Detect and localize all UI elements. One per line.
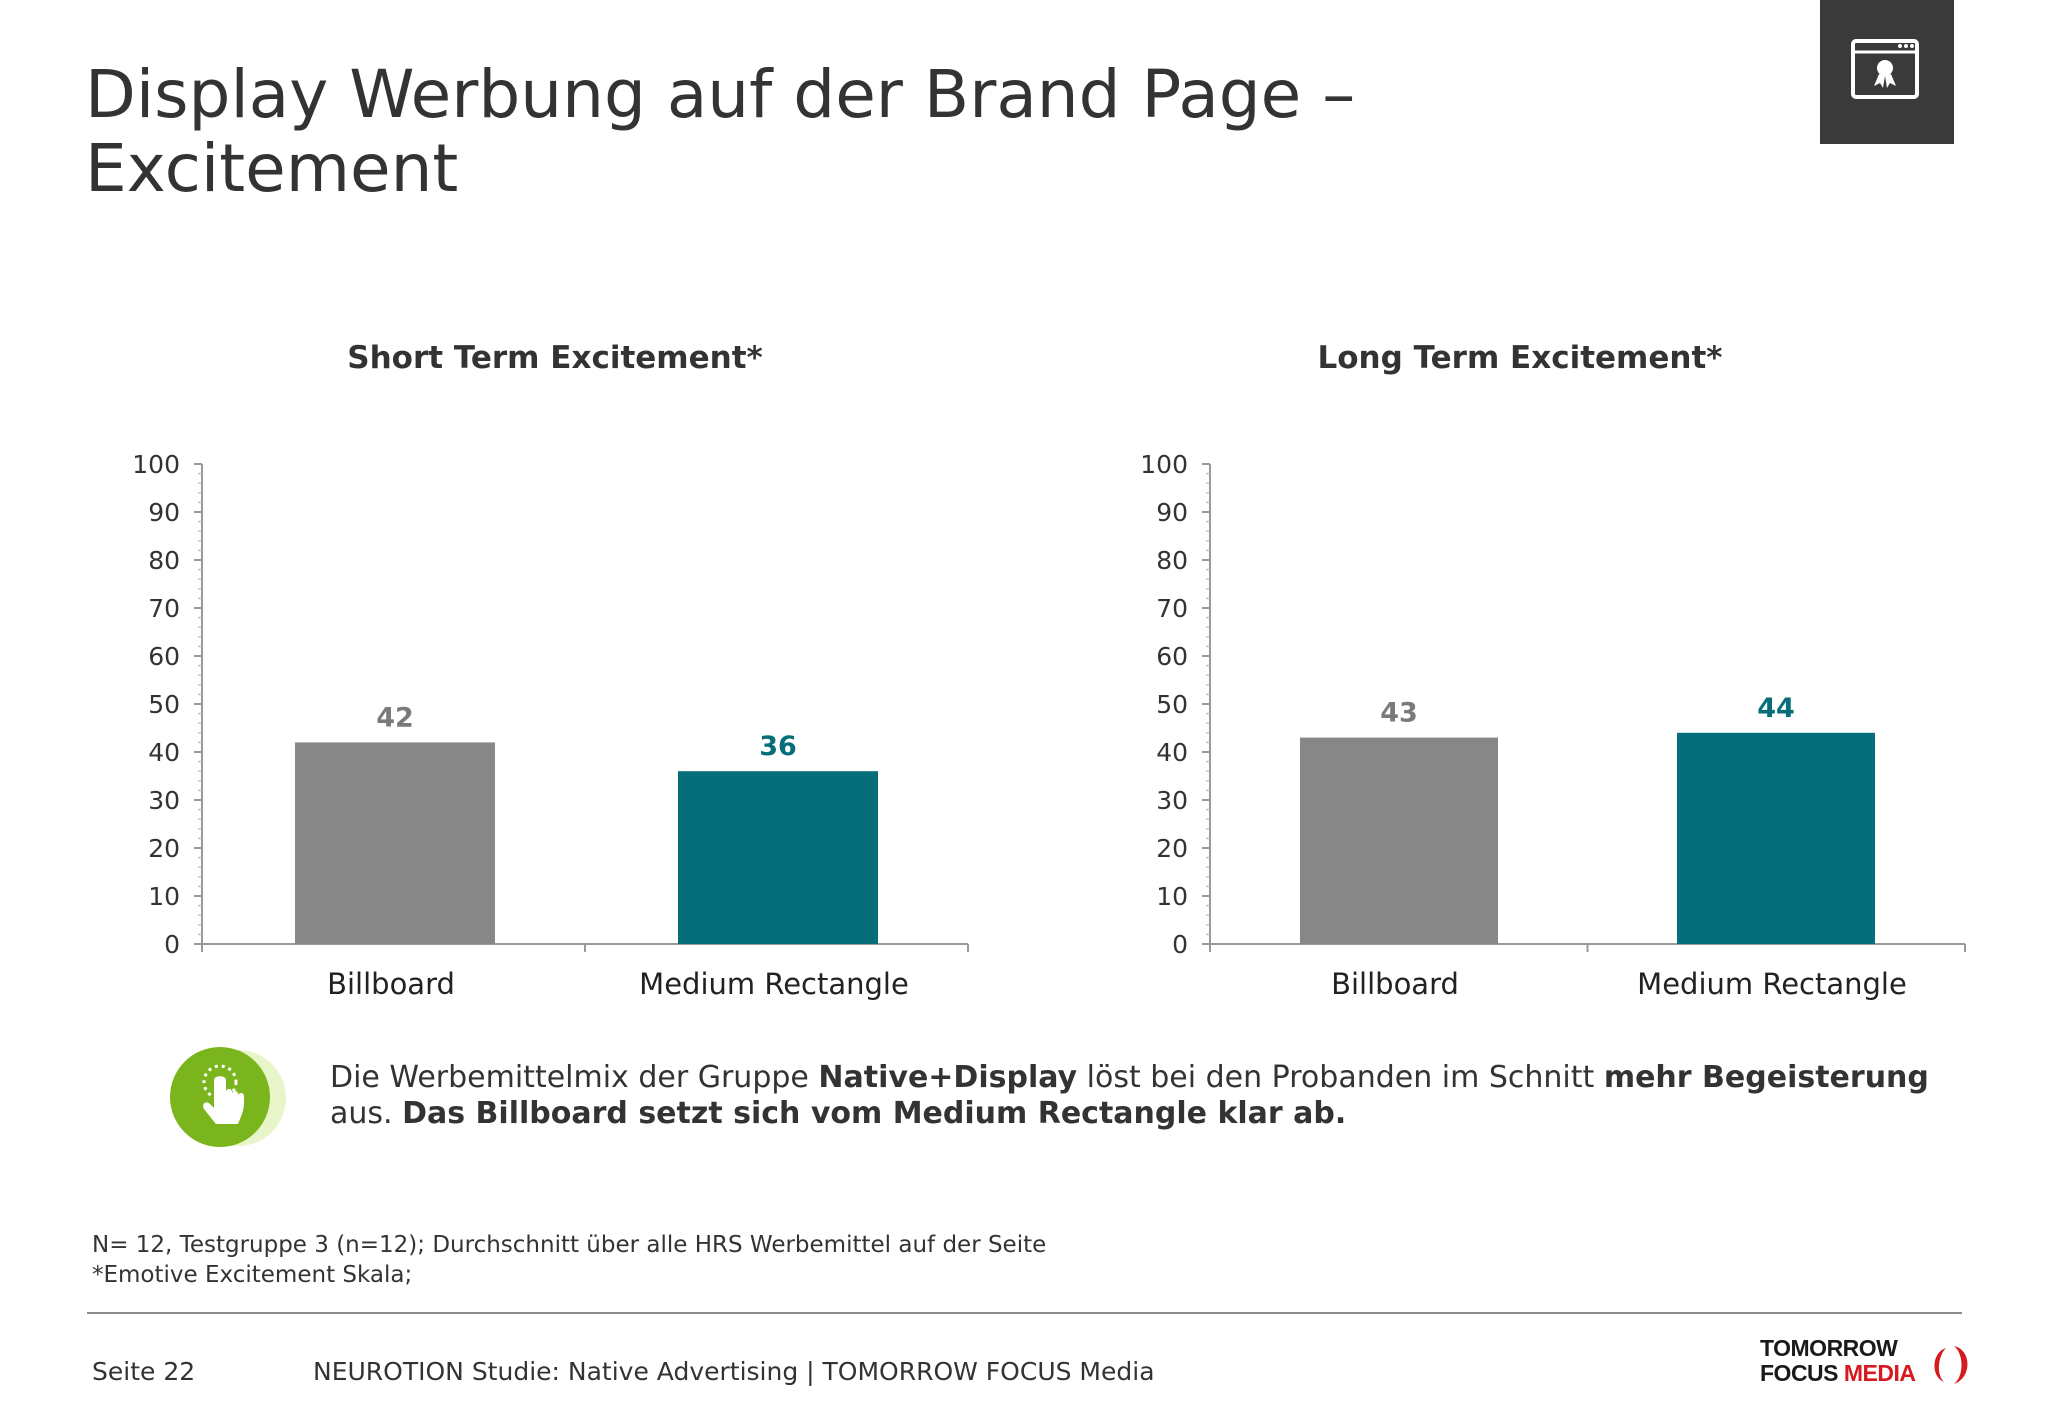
y-tick-label: 70: [148, 594, 180, 623]
data-label: 42: [376, 702, 414, 733]
footnote-scale: *Emotive Excitement Skala;: [92, 1262, 413, 1288]
y-tick-label: 40: [1156, 738, 1188, 767]
y-tick-label: 100: [1140, 450, 1188, 479]
x-category-label: Medium Rectangle: [639, 967, 909, 1001]
y-tick-label: 80: [1156, 546, 1188, 575]
footer-divider: [87, 1312, 1962, 1314]
bar-medium-rectangle: [678, 771, 878, 944]
bar-billboard: [1300, 737, 1498, 944]
y-tick-label: 50: [148, 690, 180, 719]
x-category-label: Billboard: [327, 967, 455, 1001]
y-tick-label: 0: [164, 930, 180, 959]
touch-hand-icon: [170, 1047, 286, 1147]
y-tick-label: 0: [1172, 930, 1188, 959]
footnote-sample: N= 12, Testgruppe 3 (n=12); Durchschnitt…: [92, 1232, 1047, 1258]
y-tick-label: 60: [1156, 642, 1188, 671]
page-title: Display Werbung auf der Brand Page – Exc…: [85, 56, 1356, 207]
page-number: Seite 22: [92, 1357, 196, 1386]
logo-line-1: TOMORROW: [1760, 1335, 1898, 1361]
y-tick-label: 70: [1156, 594, 1188, 623]
y-tick-label: 30: [148, 786, 180, 815]
short-term-chart: 0 10 20 30 40 50 60 70 80 90 100 42 Billboard 36 Mediu…: [132, 450, 969, 1001]
x-category-label: Billboard: [1331, 967, 1459, 1001]
y-tick-label: 80: [148, 546, 180, 575]
data-label: 36: [759, 731, 797, 762]
y-tick-label: 20: [148, 834, 180, 863]
data-label: 43: [1380, 698, 1418, 729]
y-tick-label: 90: [1156, 498, 1188, 527]
y-tick-label: 10: [148, 882, 180, 911]
logo-swoosh-icon: [1934, 1346, 1968, 1384]
chart-title-long-term: Long Term Excitement*: [1317, 340, 1723, 376]
footer-study-title: NEUROTION Studie: Native Advertising | T…: [313, 1357, 1155, 1386]
certificate-window-icon: [1851, 39, 1919, 99]
y-tick-label: 40: [148, 738, 180, 767]
data-label: 44: [1757, 693, 1795, 724]
corner-badge: [1820, 0, 1954, 144]
y-tick-label: 60: [148, 642, 180, 671]
y-tick-label: 50: [1156, 690, 1188, 719]
long-term-chart: 0 10 20 30 40 50 60 70 80 90 100 43 Billboard 44 Mediu…: [1140, 450, 1966, 1001]
y-tick-label: 20: [1156, 834, 1188, 863]
y-tick-label: 90: [148, 498, 180, 527]
chart-title-short-term: Short Term Excitement*: [347, 340, 763, 376]
y-tick-label: 100: [132, 450, 180, 479]
bar-billboard: [295, 742, 495, 944]
y-tick-label: 10: [1156, 882, 1188, 911]
tomorrow-focus-media-logo: TOMORROW FOCUS MEDIA: [1760, 1336, 1970, 1388]
key-finding-text: Die Werbemittelmix der Gruppe Native+Dis…: [330, 1060, 1929, 1131]
bar-medium-rectangle: [1677, 732, 1875, 944]
x-category-label: Medium Rectangle: [1637, 967, 1907, 1001]
logo-line-2: FOCUS MEDIA: [1760, 1360, 1916, 1386]
y-tick-label: 30: [1156, 786, 1188, 815]
